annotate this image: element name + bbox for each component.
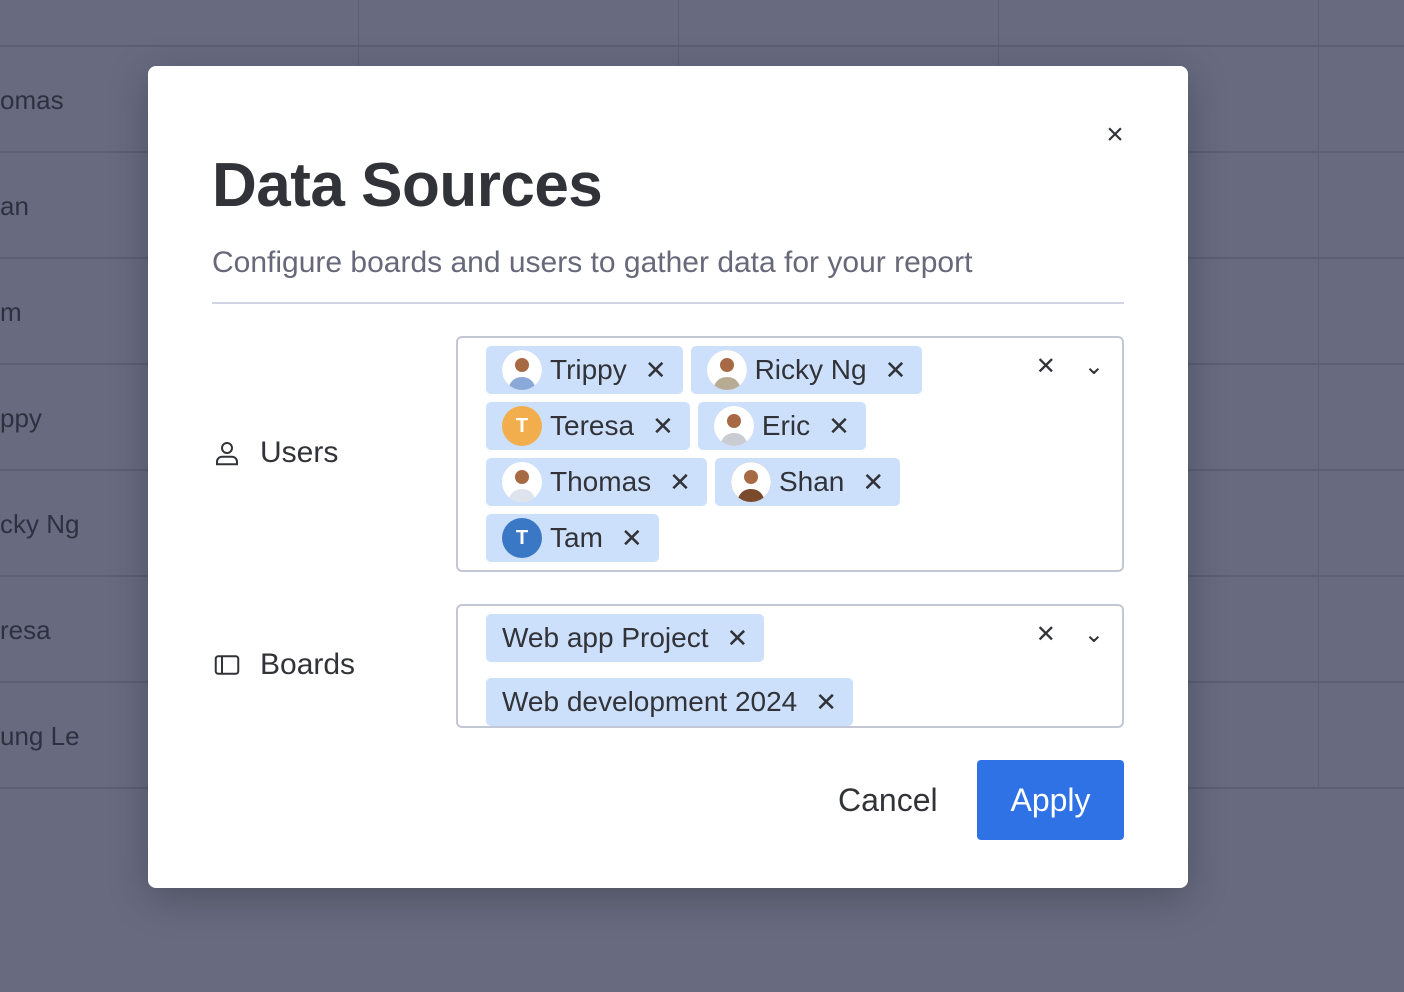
user-chip: Eric ✕ <box>697 402 866 450</box>
cancel-button[interactable]: Cancel <box>838 782 938 818</box>
users-label: Users <box>212 436 338 470</box>
dialog-subtitle: Configure boards and users to gather dat… <box>212 246 973 279</box>
user-icon <box>216 442 238 466</box>
user-chip: T Teresa ✕ <box>486 402 690 450</box>
boards-select[interactable]: Web app Project ✕ Web development 2024 ✕ ✕ ⌄ <box>456 604 1124 728</box>
remove-icon[interactable]: ✕ <box>652 410 674 441</box>
user-chip: Trippy ✕ <box>486 346 683 394</box>
user-chip: Ricky Ng ✕ <box>690 346 923 394</box>
background-row-name: resa <box>0 615 51 645</box>
divider <box>212 302 1124 304</box>
clear-icon[interactable]: ✕ <box>1035 621 1056 648</box>
chevron-down-icon[interactable]: ⌄ <box>1083 621 1104 648</box>
column-divider <box>1318 0 1319 788</box>
avatar <box>713 406 754 446</box>
avatar: T <box>502 518 542 558</box>
boards-label: Boards <box>212 648 355 682</box>
user-chip-name: Thomas <box>550 466 652 497</box>
background-row-name: cky Ng <box>0 509 80 539</box>
dialog-title: Data Sources <box>212 151 603 220</box>
remove-icon[interactable]: ✕ <box>862 466 885 497</box>
user-chip: Shan ✕ <box>714 458 901 506</box>
user-chip: Thomas ✕ <box>486 458 707 506</box>
background-row-name: ppy <box>0 403 42 433</box>
remove-icon[interactable]: ✕ <box>884 354 907 385</box>
users-select[interactable]: Trippy ✕ Ricky Ng ✕ T Teresa ✕ Eric ✕ Thomas ✕ Shan… <box>456 336 1124 572</box>
avatar <box>502 350 542 390</box>
remove-icon[interactable]: ✕ <box>828 410 850 441</box>
user-chip-name: Teresa <box>550 410 635 441</box>
close-icon[interactable]: × <box>1106 118 1124 151</box>
background-row-name: omas <box>0 85 64 115</box>
remove-icon[interactable]: ✕ <box>815 686 838 717</box>
board-chip: Web app Project ✕ <box>486 614 765 662</box>
board-icon <box>214 655 240 675</box>
chevron-down-icon[interactable]: ⌄ <box>1083 353 1104 380</box>
board-chip: Web development 2024 ✕ <box>486 678 854 726</box>
user-chip-name: Eric <box>761 410 811 441</box>
avatar <box>502 462 542 502</box>
avatar <box>730 462 771 502</box>
user-chip-name: Trippy <box>550 354 627 385</box>
user-chip: T Tam ✕ <box>486 514 659 562</box>
row-divider <box>0 45 1404 47</box>
remove-icon[interactable]: ✕ <box>644 354 667 385</box>
apply-button[interactable]: Apply <box>977 760 1124 840</box>
data-sources-dialog: × Data Sources Configure boards and user… <box>148 66 1188 888</box>
remove-icon[interactable]: ✕ <box>669 466 691 497</box>
avatar: T <box>502 406 542 446</box>
avatar <box>706 350 747 390</box>
user-chip-name: Shan <box>778 466 845 497</box>
board-chip-name: Web development 2024 <box>502 686 798 717</box>
background-row-name: ung Le <box>0 721 80 751</box>
boards-label-text: Boards <box>260 648 356 681</box>
user-chip-name: Tam <box>550 522 603 553</box>
background-row-name: an <box>0 191 29 221</box>
users-label-text: Users <box>260 436 339 469</box>
background-row-name: m <box>0 297 22 327</box>
remove-icon[interactable]: ✕ <box>620 522 643 553</box>
user-chip-name: Ricky Ng <box>754 354 867 385</box>
remove-icon[interactable]: ✕ <box>726 622 749 653</box>
board-chip-name: Web app Project <box>502 622 709 653</box>
clear-icon[interactable]: ✕ <box>1035 353 1056 380</box>
